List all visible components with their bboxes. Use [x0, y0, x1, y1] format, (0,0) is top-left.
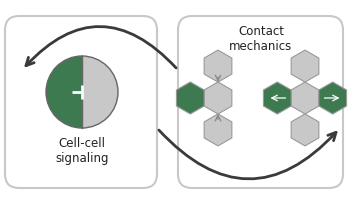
- Wedge shape: [82, 56, 118, 128]
- Polygon shape: [319, 82, 347, 114]
- Polygon shape: [204, 114, 232, 146]
- Polygon shape: [291, 50, 319, 82]
- Polygon shape: [176, 82, 204, 114]
- Polygon shape: [291, 114, 319, 146]
- FancyBboxPatch shape: [5, 16, 157, 188]
- Polygon shape: [291, 82, 319, 114]
- Polygon shape: [204, 82, 232, 114]
- Text: Cell-cell
signaling: Cell-cell signaling: [55, 137, 109, 165]
- Polygon shape: [263, 82, 291, 114]
- Wedge shape: [46, 56, 82, 128]
- Text: Contact
mechanics: Contact mechanics: [229, 25, 293, 53]
- FancyBboxPatch shape: [178, 16, 343, 188]
- Polygon shape: [204, 50, 232, 82]
